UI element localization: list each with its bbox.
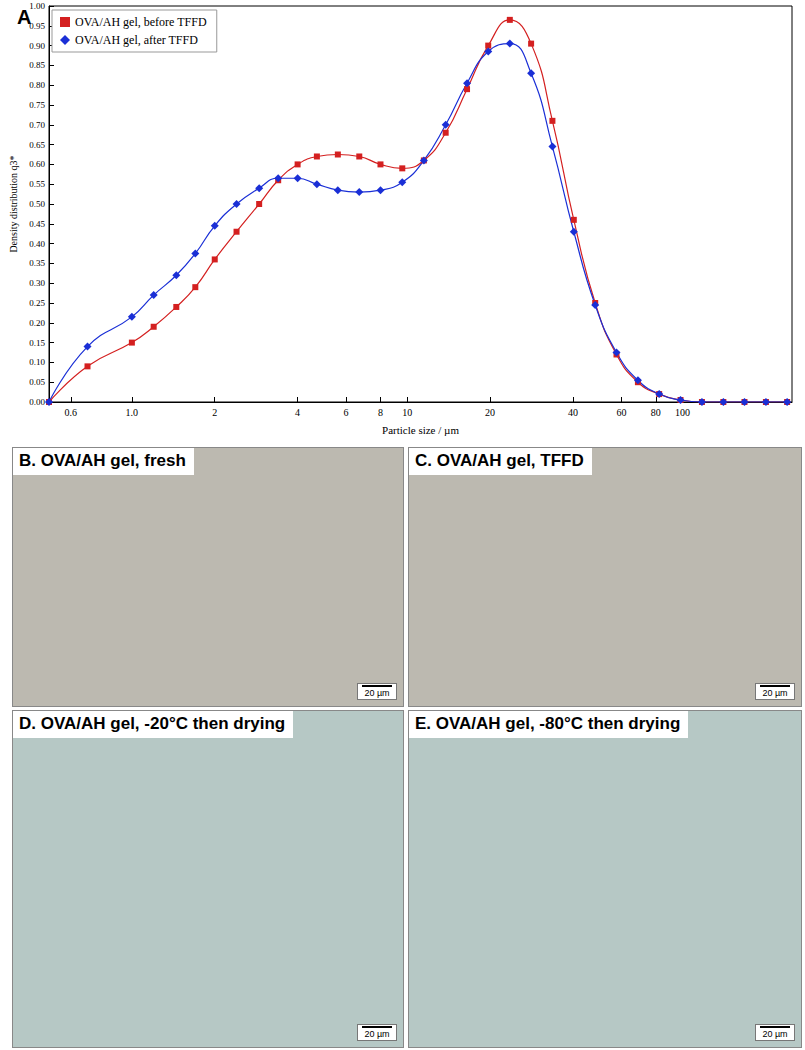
svg-text:0.45: 0.45 xyxy=(29,219,45,229)
svg-text:10: 10 xyxy=(402,407,412,418)
svg-text:0.30: 0.30 xyxy=(29,278,45,288)
svg-text:0.10: 0.10 xyxy=(29,357,45,367)
svg-text:0.70: 0.70 xyxy=(29,120,45,130)
svg-text:0.25: 0.25 xyxy=(29,298,45,308)
svg-text:6: 6 xyxy=(344,407,349,418)
svg-text:0.00: 0.00 xyxy=(29,397,45,407)
svg-text:80: 80 xyxy=(651,407,661,418)
html-text:20 µm: 20 µm xyxy=(762,1029,788,1039)
svg-text:0.85: 0.85 xyxy=(29,60,45,70)
svg-text:20: 20 xyxy=(485,407,495,418)
html-text:D. OVA/AH gel, -20°C then dryi: D. OVA/AH gel, -20°C then drying xyxy=(19,714,286,733)
svg-text:0.50: 0.50 xyxy=(29,199,45,209)
html-text:B. OVA/AH gel, fresh: B. OVA/AH gel, fresh xyxy=(19,451,186,470)
svg-text:100: 100 xyxy=(675,407,690,418)
svg-text:0.60: 0.60 xyxy=(29,159,45,169)
svg-text:8: 8 xyxy=(378,407,383,418)
svg-text:0.20: 0.20 xyxy=(29,318,45,328)
svg-text:Density distribution q3*: Density distribution q3* xyxy=(8,155,19,252)
svg-text:0.90: 0.90 xyxy=(29,41,45,51)
svg-text:1.00: 1.00 xyxy=(29,1,45,11)
svg-text:0.40: 0.40 xyxy=(29,239,45,249)
svg-text:0.65: 0.65 xyxy=(29,140,45,150)
svg-text:A: A xyxy=(17,6,31,28)
html-text:C. OVA/AH gel, TFFD: C. OVA/AH gel, TFFD xyxy=(415,451,584,470)
svg-text:0.15: 0.15 xyxy=(29,338,45,348)
svg-text:0.35: 0.35 xyxy=(29,258,45,268)
svg-text:0.6: 0.6 xyxy=(65,407,78,418)
html-text:20 µm: 20 µm xyxy=(762,688,788,698)
svg-text:OVA/AH gel, before TFFD: OVA/AH gel, before TFFD xyxy=(75,15,207,29)
svg-text:60: 60 xyxy=(616,407,626,418)
svg-text:0.05: 0.05 xyxy=(29,377,45,387)
html-text:20 µm: 20 µm xyxy=(364,1029,390,1039)
svg-text:40: 40 xyxy=(568,407,578,418)
svg-text:4: 4 xyxy=(295,407,300,418)
svg-text:0.80: 0.80 xyxy=(29,80,45,90)
svg-text:0.95: 0.95 xyxy=(29,21,45,31)
svg-text:1.0: 1.0 xyxy=(126,407,139,418)
html-text:20 µm: 20 µm xyxy=(364,688,390,698)
svg-text:0.75: 0.75 xyxy=(29,100,45,110)
svg-text:0.55: 0.55 xyxy=(29,179,45,189)
svg-text:2: 2 xyxy=(212,407,217,418)
svg-text:Particle size / µm: Particle size / µm xyxy=(382,424,459,436)
html-text:E. OVA/AH gel, -80°C then dryi: E. OVA/AH gel, -80°C then drying xyxy=(415,714,681,733)
svg-text:OVA/AH gel, after TFFD: OVA/AH gel, after TFFD xyxy=(75,33,198,47)
